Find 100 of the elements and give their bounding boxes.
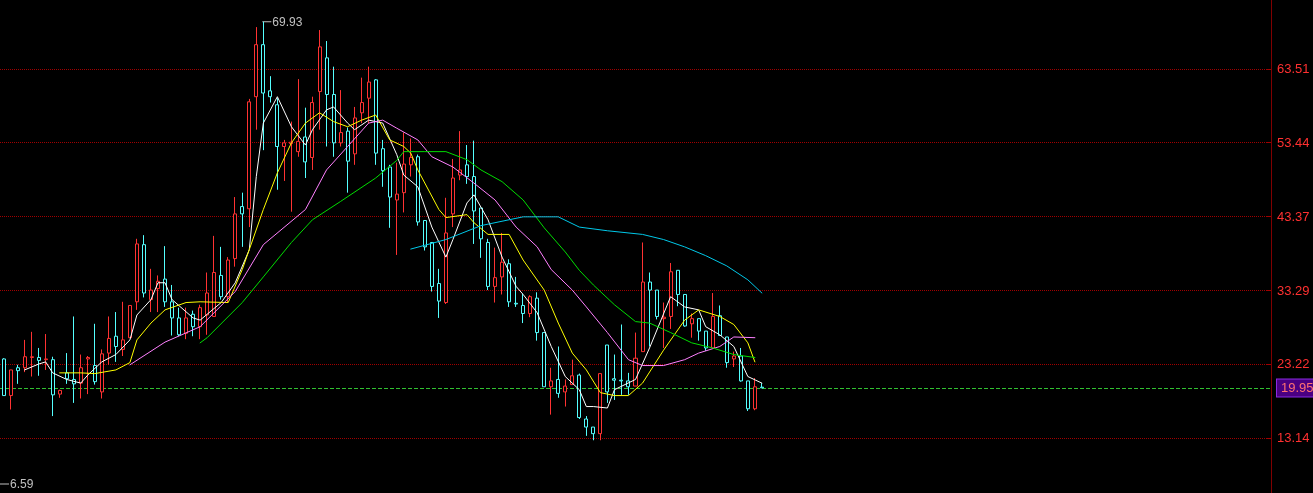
candlestick xyxy=(282,139,286,182)
candlestick xyxy=(718,304,722,336)
candlestick xyxy=(395,162,399,256)
candlestick xyxy=(514,276,518,308)
candlestick xyxy=(416,154,420,227)
annotation: 69.93 xyxy=(272,14,303,29)
candlestick xyxy=(521,293,525,324)
candlestick xyxy=(760,382,764,389)
candlestick xyxy=(648,272,652,347)
candlestick xyxy=(612,354,616,401)
candlestick xyxy=(542,332,546,388)
candlestick xyxy=(51,356,55,417)
candlestick xyxy=(240,192,244,248)
candlestick xyxy=(325,40,329,148)
candlestick xyxy=(753,377,757,411)
candlestick xyxy=(437,268,441,319)
candlestick xyxy=(247,98,251,228)
candlestick xyxy=(493,247,497,304)
candlestick xyxy=(507,258,511,308)
candlestick xyxy=(409,137,413,178)
candlestick xyxy=(556,345,560,399)
candlestick xyxy=(226,256,230,304)
candlestick xyxy=(584,415,588,437)
candlestick xyxy=(676,269,680,307)
candlestick xyxy=(114,311,118,363)
candlestick xyxy=(360,77,364,124)
candlestick xyxy=(549,367,553,416)
candlestick xyxy=(388,164,392,229)
candlestick xyxy=(318,29,322,131)
candlestick xyxy=(289,121,293,213)
y-tick-label: 33.29 xyxy=(1277,282,1310,298)
candlestick xyxy=(268,75,272,104)
candlestick xyxy=(44,333,48,371)
y-tick-label: 13.14 xyxy=(1277,430,1310,446)
candlestick xyxy=(619,324,623,396)
candlestick xyxy=(254,26,258,131)
candlestick xyxy=(655,289,659,320)
candlestick xyxy=(367,66,371,124)
candlestick xyxy=(296,78,300,158)
candlestick xyxy=(16,364,20,385)
candlestick xyxy=(121,301,125,357)
candlestick xyxy=(261,21,265,151)
line-series xyxy=(129,119,756,367)
annotation: 6.59 xyxy=(10,477,34,491)
candlestick xyxy=(711,292,715,349)
candlestick xyxy=(100,348,104,399)
y-tick-label: 43.37 xyxy=(1277,208,1310,224)
line-series xyxy=(199,151,756,358)
candlestick xyxy=(135,238,139,311)
candlestick xyxy=(339,89,343,148)
candlestick xyxy=(332,66,336,158)
y-tick-label: 53.44 xyxy=(1277,135,1310,151)
candlestick xyxy=(233,196,237,268)
candlestick xyxy=(303,107,307,179)
candlestick xyxy=(170,284,174,336)
candlestick xyxy=(535,291,539,342)
candlestick xyxy=(23,339,27,373)
candlestick xyxy=(163,245,167,308)
candlestick xyxy=(669,262,673,330)
candlestick xyxy=(430,241,434,293)
candlestick xyxy=(374,78,378,166)
candlestick xyxy=(465,144,469,185)
y-tick-label: 63.51 xyxy=(1277,61,1310,77)
candlestick xyxy=(184,307,188,340)
candlestick xyxy=(697,318,701,342)
candlestick xyxy=(310,96,314,171)
candlestick xyxy=(746,380,750,412)
candlestick xyxy=(423,219,427,252)
candlestick xyxy=(65,352,69,385)
candlestick xyxy=(500,232,504,295)
candlestick xyxy=(641,241,645,353)
candlestick xyxy=(128,304,132,339)
candlestick xyxy=(598,373,602,441)
candlestick xyxy=(402,132,406,213)
candlestick xyxy=(472,140,476,245)
candlestick xyxy=(219,246,223,301)
candlestick xyxy=(563,378,567,408)
candlestick xyxy=(142,234,146,298)
line-series xyxy=(410,216,763,294)
candlestick xyxy=(86,355,90,395)
candlestick xyxy=(591,426,595,441)
candlestick xyxy=(2,357,6,397)
candlestick xyxy=(451,158,455,228)
candlestick xyxy=(177,307,181,337)
candlestick xyxy=(732,351,736,368)
candlestick xyxy=(72,315,76,404)
candlestick xyxy=(577,373,581,420)
candlestick xyxy=(191,310,195,337)
candlestick xyxy=(346,126,350,194)
candlestick xyxy=(444,197,448,305)
candlestick xyxy=(58,389,62,399)
candlestick xyxy=(30,331,34,378)
candlestick xyxy=(381,139,385,188)
candlestick xyxy=(107,315,111,366)
candlestick xyxy=(662,302,666,349)
y-tick-label: 23.22 xyxy=(1277,356,1310,372)
candlestick xyxy=(605,344,609,404)
candlestick xyxy=(704,330,708,352)
candlestick xyxy=(37,347,41,377)
candlestick xyxy=(486,238,490,291)
